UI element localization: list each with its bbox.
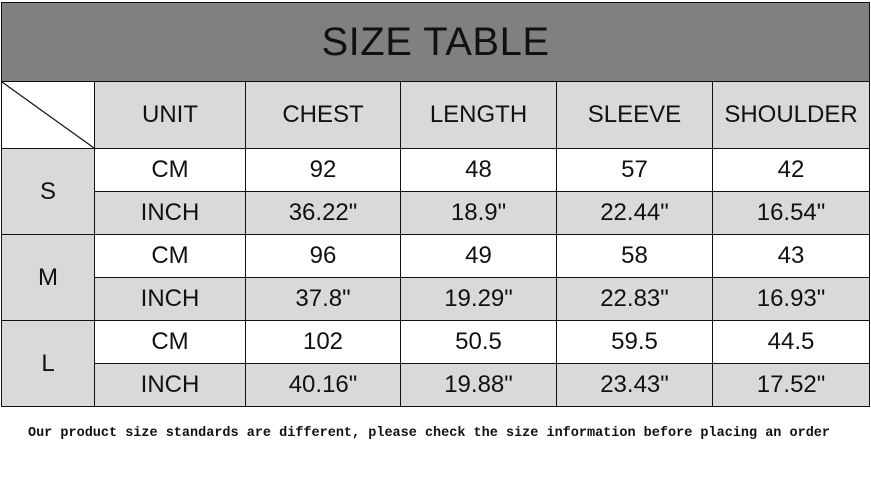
value-cell: 49 — [400, 234, 557, 278]
value-cell: 50.5 — [400, 320, 557, 364]
value-cell: 17.52" — [711, 363, 871, 407]
diagonal-corner-cell — [1, 81, 95, 149]
table-row: INCH 40.16" 19.88" 23.43" 17.52" — [2, 363, 871, 407]
value-cell: 58 — [556, 234, 713, 278]
value-cell: 92 — [245, 148, 401, 192]
size-note: Our product size standards are different… — [27, 426, 831, 441]
value-cell: 59.5 — [556, 320, 713, 364]
table-row: L CM 102 50.5 59.5 44.5 — [1, 320, 871, 407]
value-cell: 16.93" — [711, 277, 871, 321]
header-sleeve: SLEEVE — [556, 81, 713, 149]
value-cell: 16.54" — [711, 191, 871, 235]
value-cell: 48 — [400, 148, 557, 192]
unit-cell: CM — [94, 148, 246, 192]
value-cell: 19.88" — [400, 363, 557, 407]
header-length: LENGTH — [400, 81, 557, 149]
header-shoulder: SHOULDER — [711, 81, 871, 149]
value-cell: 37.8" — [245, 277, 401, 321]
size-label: L — [1, 320, 95, 407]
unit-cell: CM — [94, 234, 246, 278]
value-cell: 42 — [711, 148, 871, 192]
size-table: SIZE TABLE UNIT CHEST LENGTH SLEEVE SHOU… — [0, 2, 871, 407]
table-row: INCH 37.8" 19.29" 22.83" 16.93" — [2, 277, 871, 321]
value-cell: 57 — [556, 148, 713, 192]
header-row: UNIT CHEST LENGTH SLEEVE SHOULDER — [1, 81, 871, 149]
value-cell: 22.83" — [556, 277, 713, 321]
unit-cell: INCH — [94, 277, 246, 321]
table-row: INCH 36.22" 18.9" 22.44" 16.54" — [2, 191, 871, 235]
value-cell: 43 — [711, 234, 871, 278]
header-unit: UNIT — [94, 81, 246, 149]
value-cell: 22.44" — [556, 191, 713, 235]
value-cell: 40.16" — [245, 363, 401, 407]
header-chest: CHEST — [245, 81, 401, 149]
unit-cell: CM — [94, 320, 246, 364]
value-cell: 102 — [245, 320, 401, 364]
value-cell: 36.22" — [245, 191, 401, 235]
unit-cell: INCH — [94, 191, 246, 235]
value-cell: 23.43" — [556, 363, 713, 407]
value-cell: 96 — [245, 234, 401, 278]
table-row: M CM 96 49 58 43 — [1, 234, 871, 321]
table-row: S CM 92 48 57 42 — [1, 148, 871, 235]
value-cell: 18.9" — [400, 191, 557, 235]
size-label: M — [1, 234, 95, 321]
value-cell: 19.29" — [400, 277, 557, 321]
value-cell: 44.5 — [711, 320, 871, 364]
unit-cell: INCH — [94, 363, 246, 407]
size-label: S — [1, 148, 95, 235]
table-title: SIZE TABLE — [0, 2, 871, 82]
